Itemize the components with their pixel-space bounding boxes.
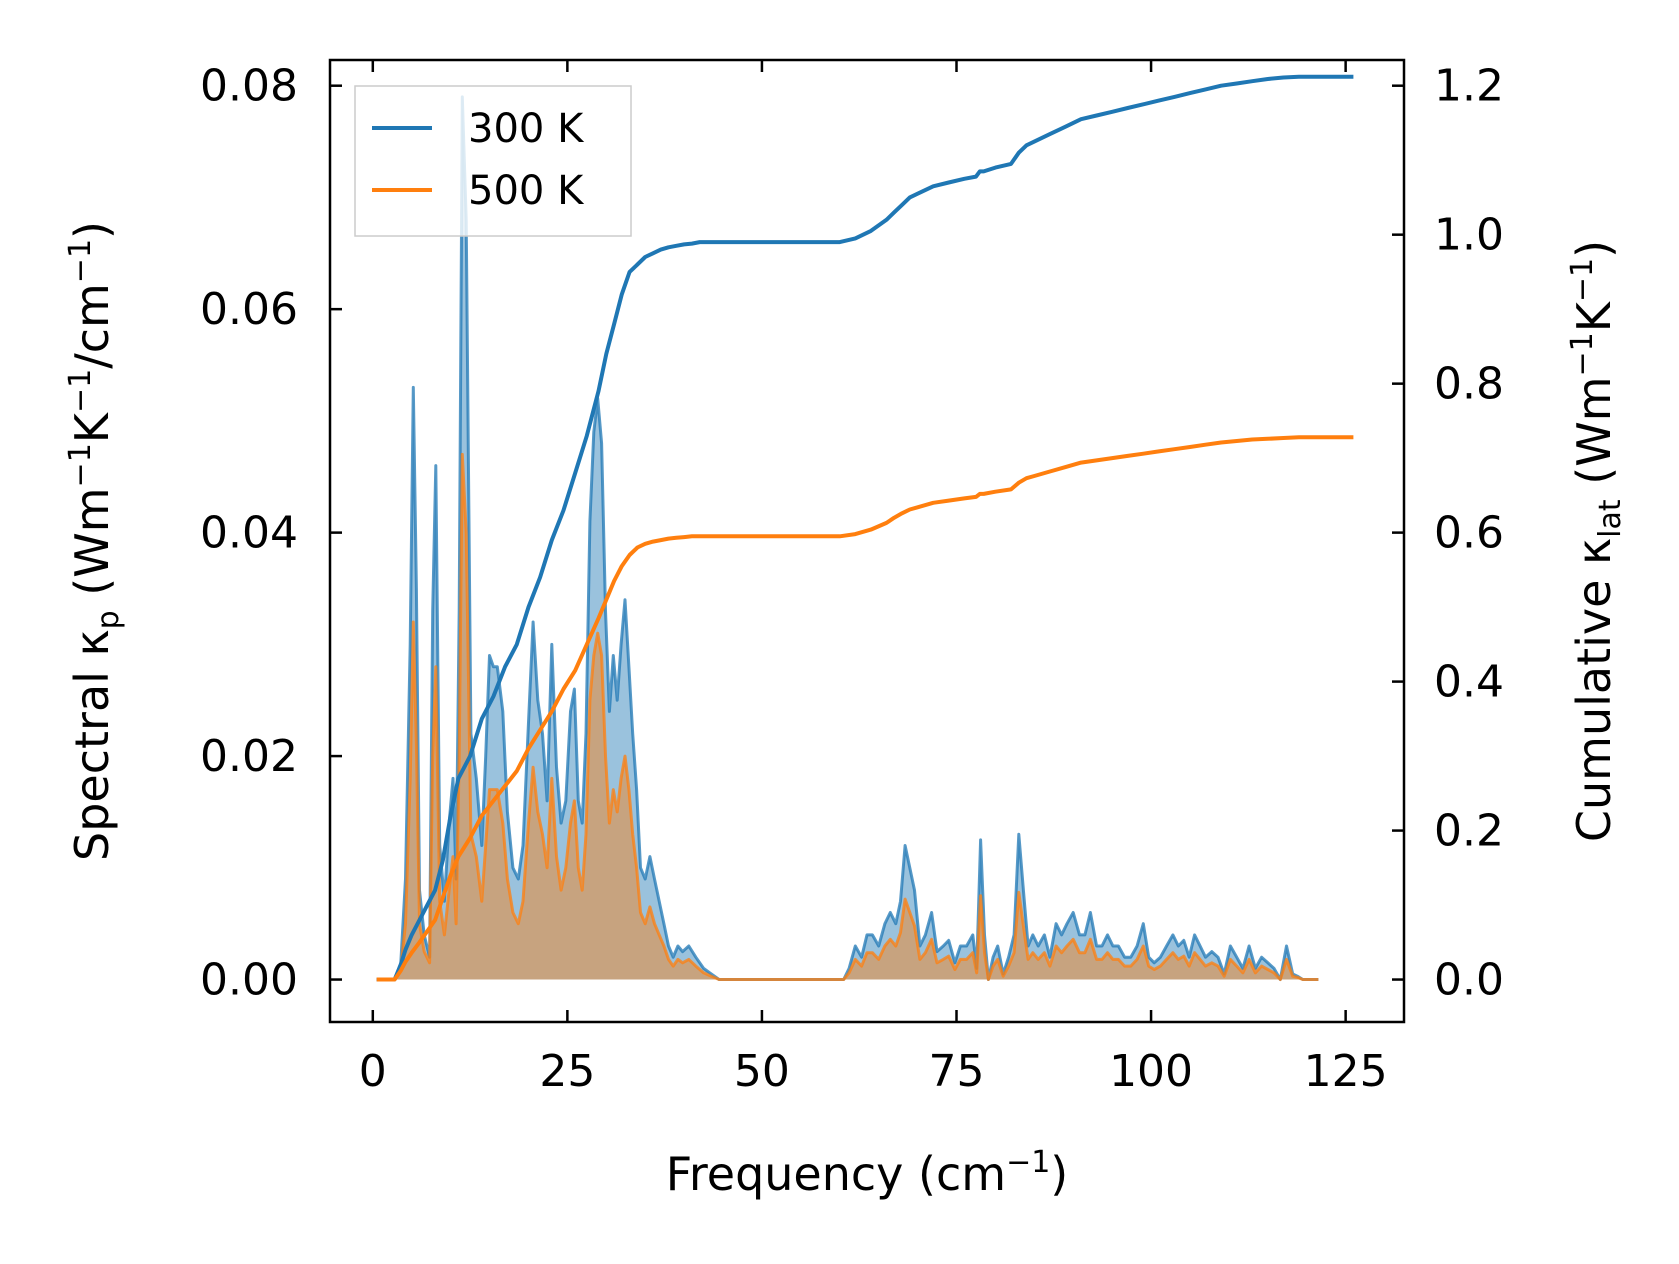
y-right-tick-label: 0.2 — [1434, 806, 1504, 857]
x-tick-label: 25 — [539, 1046, 595, 1097]
spectral-line-500k — [376, 452, 1319, 981]
y-right-tick-label: 0.4 — [1434, 657, 1504, 708]
x-tick-label: 0 — [359, 1046, 387, 1097]
spectral-area-500k — [376, 454, 1319, 980]
x-axis-title: Frequency (cm−1) — [666, 1145, 1069, 1201]
y-right-tick-label: 0.8 — [1434, 359, 1504, 410]
y-left-tick-label: 0.08 — [200, 61, 298, 112]
y-right-tick-label: 1.0 — [1434, 210, 1504, 261]
y-right-tick-label: 0.0 — [1434, 955, 1504, 1006]
x-tick-label: 75 — [929, 1046, 985, 1097]
x-tick-label: 125 — [1304, 1046, 1388, 1097]
y-left-tick-label: 0.02 — [200, 731, 298, 782]
x-tick-label: 50 — [734, 1046, 790, 1097]
y-left-tick-label: 0.06 — [200, 284, 298, 335]
spectral-area-300k — [376, 96, 1319, 980]
y-left-axis-title: Spectral κp (Wm−1K−1/cm−1) — [63, 221, 126, 861]
y-right-tick-label: 1.2 — [1434, 61, 1504, 112]
cumulative-line-500k — [376, 435, 1354, 982]
legend-frame — [354, 85, 632, 237]
y-right-axis-title: Cumulative κlat (Wm−1K−1) — [1565, 240, 1628, 842]
legend: 300 K 500 K — [354, 85, 632, 237]
y-left-tick-label: 0.00 — [200, 955, 298, 1006]
x-tick-label: 100 — [1109, 1046, 1193, 1097]
cumulative-line-300k — [376, 74, 1354, 982]
plot-area — [376, 74, 1354, 982]
y-left-tick-label: 0.04 — [200, 508, 298, 559]
spectral-line-300k — [376, 95, 1319, 981]
legend-label-300k: 300 K — [468, 106, 585, 152]
axes-frame — [328, 58, 1406, 1024]
ticks: 0 25 50 75 100 125 0.00 0.02 0.04 0.06 0.08 0.0 0.2 0… — [200, 60, 1504, 1097]
legend-label-500k: 500 K — [468, 168, 585, 214]
y-right-tick-label: 0.6 — [1434, 508, 1504, 559]
